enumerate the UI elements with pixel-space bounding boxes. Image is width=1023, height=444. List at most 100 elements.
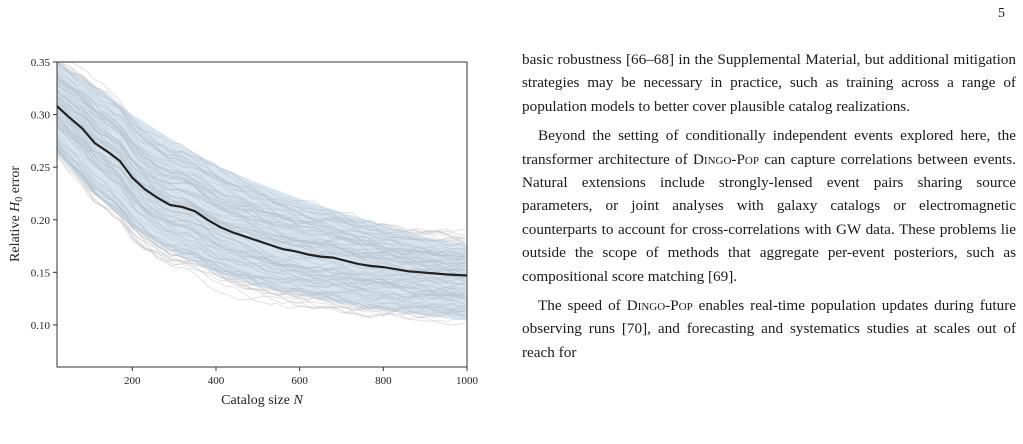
sample-curves: [57, 62, 466, 326]
sample-curve: [57, 88, 466, 273]
sample-curve: [57, 62, 466, 245]
x-tick-label: 600: [291, 375, 308, 387]
sample-curve: [57, 97, 465, 271]
sample-curve: [57, 73, 465, 256]
paragraph-3-start: The speed of: [538, 297, 627, 315]
sample-curve: [57, 124, 466, 299]
sample-curve: [57, 113, 465, 280]
sample-curve: [57, 115, 465, 290]
sample-curve: [57, 151, 465, 319]
sample-curve: [69, 62, 465, 233]
sample-curve: [57, 140, 465, 302]
sample-curve: [57, 78, 466, 254]
sample-curve: [57, 116, 466, 299]
sample-curve: [57, 77, 465, 251]
sample-curve: [57, 147, 466, 320]
sample-curve: [57, 141, 465, 302]
sample-curve: [57, 83, 466, 263]
sample-curve: [57, 147, 465, 317]
plot-frame: [56, 61, 468, 368]
sample-curve: [57, 132, 465, 299]
y-tick-label: 0.25: [31, 162, 51, 174]
sample-curve: [57, 94, 465, 270]
sample-curve: [57, 100, 466, 268]
sample-curve: [57, 110, 465, 278]
sample-curve: [57, 142, 466, 310]
sample-curve: [57, 112, 465, 285]
sample-curve: [57, 136, 466, 306]
sample-curve: [57, 124, 466, 298]
text-column: basic robustness [66–68] in the Suppleme…: [522, 48, 1016, 370]
sample-curve: [57, 62, 465, 246]
paragraph-1: basic robustness [66–68] in the Suppleme…: [522, 51, 1016, 115]
sample-curve: [57, 155, 466, 323]
y-tick-label: 0.15: [31, 267, 51, 279]
sample-curve: [57, 78, 466, 257]
sample-curve: [57, 83, 465, 260]
sample-curve: [57, 148, 466, 311]
sample-curve: [58, 62, 465, 241]
sample-curve: [57, 142, 465, 302]
x-axis-label: Catalog size N: [221, 393, 303, 408]
sample-curve: [57, 90, 466, 269]
sample-curve: [57, 75, 465, 258]
sample-curve: [57, 122, 465, 292]
sample-curve: [57, 64, 465, 239]
sample-curve: [57, 115, 466, 284]
sample-curve: [57, 68, 466, 247]
sample-curve: [57, 81, 466, 261]
error-band: [57, 62, 467, 321]
sample-curve: [57, 81, 465, 262]
sample-curve: [57, 138, 465, 313]
sample-curve: [57, 97, 465, 265]
y-tick-label: 0.30: [31, 110, 51, 122]
y-tick-label: 0.20: [31, 215, 51, 227]
x-tick-label: 200: [124, 375, 141, 387]
mean-error-line: [56, 105, 468, 277]
y-axis: 0.10 0.15 0.20 0.25 0.30 0.35: [31, 57, 57, 332]
sample-curve: [57, 116, 466, 293]
sample-curve: [57, 121, 465, 285]
sample-curve: [57, 125, 465, 295]
y-tick-label: 0.10: [31, 320, 51, 332]
sample-curve: [57, 123, 466, 299]
sample-curve: [57, 86, 465, 265]
paragraph-3-end: enables real-time population updates dur…: [522, 297, 1017, 361]
sample-curve: [57, 83, 465, 261]
h0-error-figure: 200 400 600 800 1000 0.10 0.15 0.20 0.25 0.30 0.3…: [8, 57, 479, 408]
sample-curve: [57, 64, 466, 242]
method-name: Dingo-Pop: [626, 297, 693, 315]
x-tick-label: 800: [375, 375, 392, 387]
sample-curve: [57, 89, 466, 258]
sample-curve: [57, 140, 466, 302]
paragraph-2-end: can capture correlations between events.…: [522, 150, 1016, 285]
sample-curve: [57, 105, 465, 273]
sample-curve: [57, 71, 465, 244]
sample-curve: [57, 154, 465, 326]
sample-curve: [57, 62, 466, 241]
paragraph-3: The speed of Dingo-Pop enables real-time…: [522, 294, 1016, 364]
sample-curve: [57, 91, 465, 259]
sample-curve: [57, 109, 466, 282]
y-axis-label: Relative H0 error: [8, 166, 25, 262]
sample-curve: [57, 124, 466, 300]
sample-curve: [57, 92, 466, 258]
sample-curve: [57, 80, 465, 264]
sample-curve: [57, 74, 466, 257]
sample-curve: [57, 156, 465, 315]
sample-curve: [57, 145, 465, 310]
sample-curve: [57, 101, 465, 273]
sample-curve: [57, 151, 466, 319]
sample-curve: [57, 97, 465, 274]
sample-curve: [57, 108, 465, 276]
sample-curve: [57, 103, 465, 277]
sample-curve: [57, 143, 465, 313]
sample-curve: [57, 120, 465, 286]
method-name: Dingo-Pop: [692, 150, 759, 168]
y-tick-label: 0.35: [31, 57, 51, 69]
sample-curve: [57, 90, 466, 265]
paragraph-2: Beyond the setting of conditionally inde…: [522, 124, 1016, 288]
sample-curve: [57, 119, 466, 286]
sample-curve: [57, 144, 466, 317]
sample-curve: [57, 149, 466, 312]
